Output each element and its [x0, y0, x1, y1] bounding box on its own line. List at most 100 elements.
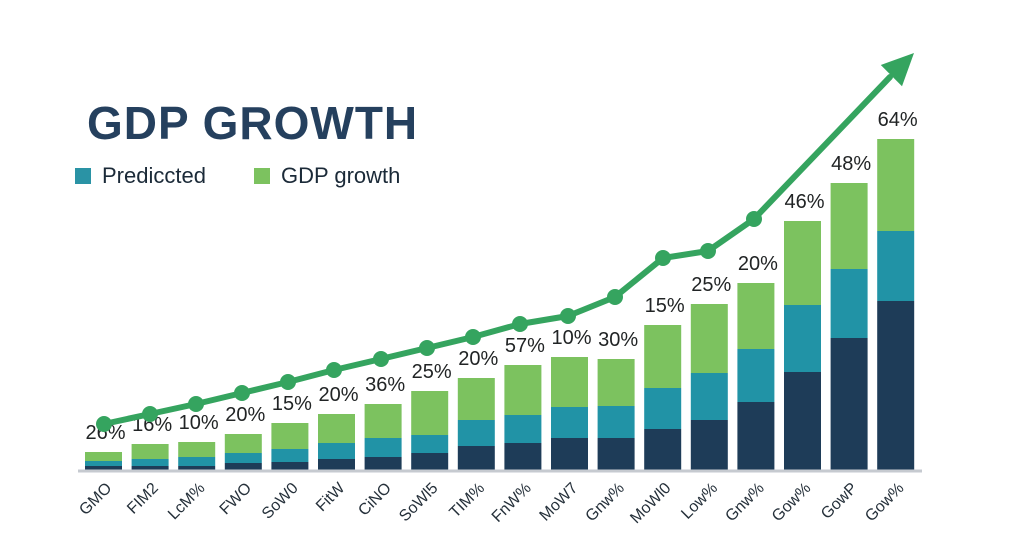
bar-segment-base	[85, 466, 122, 472]
bar-segment-predicted	[784, 305, 821, 372]
trend-dot	[560, 308, 576, 324]
legend-item-gdp-growth: GDP growth	[253, 162, 401, 189]
bar-segment-base	[784, 372, 821, 472]
trend-dot	[607, 289, 623, 305]
bar-segment-predicted	[364, 438, 402, 457]
trend-dot	[700, 243, 716, 259]
bar-segment-gdp	[830, 183, 868, 269]
bar-value-label: 25%	[412, 361, 452, 383]
bar-segment-base	[318, 459, 355, 472]
trend-line	[101, 74, 893, 427]
bar-segment-gdp	[411, 391, 449, 435]
bar-segment-predicted	[318, 443, 355, 459]
trend-line-group	[96, 53, 914, 432]
trend-dot	[188, 396, 204, 412]
bar-value-label: 10%	[179, 412, 219, 434]
chart-header: GDP GROWTH Prediccted GDP growth	[75, 98, 418, 189]
x-axis-label: FWO	[217, 480, 255, 518]
bar-segment-gdp	[597, 359, 635, 406]
bar-segment-base	[597, 438, 635, 472]
bar-segment-gdp	[224, 434, 262, 453]
trend-dot	[280, 374, 296, 390]
x-axis-label: CiNO	[355, 480, 395, 520]
x-axis-label: Gow%	[862, 480, 907, 525]
bar-segment-predicted	[504, 415, 542, 443]
bar-segment-base	[364, 457, 402, 472]
legend: Prediccted GDP growth	[75, 163, 418, 189]
legend-swatch-teal-icon	[75, 167, 91, 184]
bar-value-label: 64%	[878, 109, 918, 131]
bar-value-label: 36%	[365, 374, 405, 396]
bar-segment-predicted	[271, 449, 309, 462]
bar-segment-base	[411, 453, 449, 472]
bar-value-label: 30%	[598, 329, 638, 351]
x-axis-labels-group: GMO FIM2 LcM% FWO SoW0 FitW CiNO SoWl5 TIM% FnW% M…	[76, 479, 907, 527]
bar-segment-predicted	[457, 420, 495, 446]
trend-dot	[419, 340, 435, 356]
bar-segment-predicted	[131, 459, 169, 466]
bar-value-label: 16%	[132, 414, 172, 436]
trend-dot	[746, 211, 762, 227]
legend-swatch-green-icon	[253, 167, 270, 184]
x-axis-label: SoWl5	[396, 480, 441, 525]
bar-segment-predicted	[224, 453, 262, 463]
x-axis-label: Gnw%	[583, 480, 628, 525]
bar-segment-predicted	[830, 269, 868, 338]
x-axis-label: SoW0	[259, 480, 302, 523]
bar-value-label: 46%	[784, 191, 824, 213]
bar-segment-base	[877, 301, 915, 472]
trend-dot	[655, 250, 671, 266]
bar-value-label: 26%	[85, 422, 125, 444]
bar-value-label: 15%	[272, 393, 312, 415]
bar-segment-base	[737, 402, 775, 472]
trend-dot	[234, 385, 250, 401]
trend-dot	[96, 416, 112, 432]
legend-label-predicted: Prediccted	[102, 162, 206, 188]
bar-segment-base	[504, 443, 542, 472]
legend-label-gdp-growth: GDP growth	[280, 162, 401, 188]
bar-segment-predicted	[690, 373, 728, 420]
bar-segment-gdp	[318, 414, 355, 443]
bar-segment-base	[644, 429, 682, 472]
x-axis-label: GMO	[76, 480, 115, 519]
trend-dot	[512, 316, 528, 332]
bar-segment-base	[457, 446, 495, 472]
bar-segment-gdp	[504, 365, 542, 415]
bar-segment-gdp	[364, 404, 402, 438]
x-axis-label: MoW7	[537, 480, 582, 525]
x-axis-label: FitW	[313, 479, 349, 515]
bar-segment-gdp	[784, 221, 821, 305]
bar-value-label: 20%	[318, 384, 358, 406]
bar-segment-gdp	[457, 378, 495, 420]
bar-segment-predicted	[85, 461, 122, 466]
bar-value-label: 15%	[645, 295, 685, 317]
bar-segment-base	[690, 420, 728, 472]
bar-segment-base	[224, 463, 262, 472]
bar-segment-predicted	[411, 435, 449, 453]
bar-segment-base	[551, 438, 588, 472]
x-axis-label: FnW%	[489, 480, 535, 526]
bar-value-label: 20%	[458, 348, 498, 370]
x-axis-label: Gow%	[769, 480, 814, 525]
bar-segment-base	[271, 462, 309, 472]
bar-value-label: 20%	[738, 253, 778, 275]
chart-title: GDP GROWTH	[87, 97, 419, 149]
trend-dot	[465, 329, 481, 345]
bar-segment-predicted	[597, 406, 635, 438]
bar-segment-gdp	[690, 304, 728, 373]
bar-segment-gdp	[131, 444, 169, 459]
bar-value-label: 10%	[551, 327, 591, 349]
trend-dot	[326, 362, 342, 378]
bar-segment-predicted	[877, 231, 915, 301]
bar-value-label: 48%	[831, 153, 871, 175]
bar-value-label: 20%	[225, 404, 265, 426]
bar-value-label: 25%	[691, 274, 731, 296]
x-axis-label: GowP	[818, 480, 861, 523]
trend-dot	[142, 406, 158, 422]
bar-value-label: 57%	[505, 335, 545, 357]
trend-arrow-icon	[880, 53, 914, 87]
bar-segment-base	[830, 338, 868, 472]
bar-labels-group: 26% 16% 10% 20% 15% 20% 36% 25% 20% 57% 10% 30% 15% 2…	[85, 109, 917, 444]
bar-segment-gdp	[877, 139, 915, 231]
